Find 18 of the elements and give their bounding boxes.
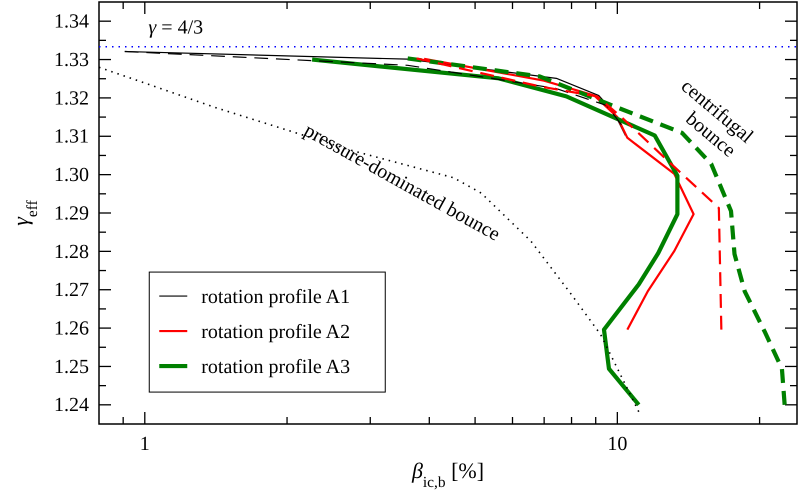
y-tick-label: 1.33 bbox=[54, 48, 89, 71]
y-tick-label: 1.27 bbox=[54, 279, 89, 302]
y-tick-label: 1.32 bbox=[54, 87, 89, 110]
legend-label: rotation profile A2 bbox=[201, 321, 350, 344]
y-tick-label: 1.26 bbox=[54, 317, 89, 340]
legend-label: rotation profile A3 bbox=[201, 356, 350, 378]
y-tick-label: 1.24 bbox=[54, 394, 89, 416]
y-tick-label: 1.29 bbox=[54, 202, 89, 224]
y-tick-label: 1.28 bbox=[54, 240, 89, 263]
x-tick-label: 10 bbox=[607, 433, 628, 456]
text: 1.30 bbox=[54, 164, 89, 186]
annotation: γ = 4/3 bbox=[148, 16, 204, 39]
legend-label: rotation profile A1 bbox=[201, 286, 350, 308]
y-tick-label: 1.34 bbox=[54, 10, 89, 33]
x-tick-label: 1 bbox=[140, 433, 150, 456]
y-tick-label: 1.25 bbox=[54, 356, 89, 378]
y-tick-label: 1.31 bbox=[54, 126, 89, 148]
x-axis-title: β$_{ic,b}$ [%] bbox=[410, 458, 484, 490]
